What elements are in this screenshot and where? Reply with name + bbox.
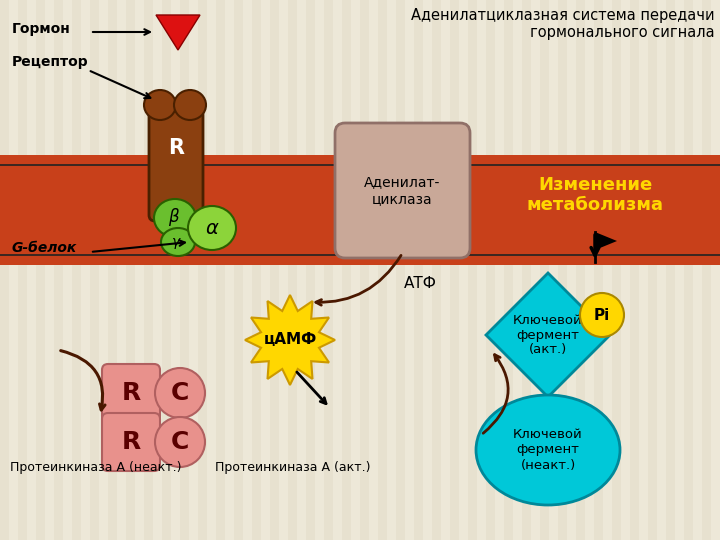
Text: β: β (168, 208, 179, 226)
Bar (0, 155, 720, 265)
Bar (630, 0, 639, 540)
Polygon shape (156, 15, 200, 50)
Bar (450, 0, 459, 540)
Bar (342, 0, 351, 540)
FancyBboxPatch shape (335, 123, 470, 258)
FancyBboxPatch shape (149, 109, 203, 221)
Ellipse shape (174, 90, 206, 120)
Bar (108, 0, 117, 540)
Bar (540, 0, 549, 540)
Ellipse shape (476, 395, 620, 505)
FancyBboxPatch shape (102, 364, 160, 422)
Circle shape (580, 293, 624, 337)
Bar (486, 0, 495, 540)
Text: Ключевой
фермент
(акт.): Ключевой фермент (акт.) (513, 314, 583, 356)
Bar (324, 0, 333, 540)
Bar (252, 0, 261, 540)
Text: АТФ: АТФ (404, 275, 436, 291)
Bar (504, 0, 513, 540)
Bar (198, 0, 207, 540)
Bar (162, 0, 171, 540)
Bar (468, 0, 477, 540)
Bar (396, 0, 405, 540)
Bar (126, 0, 135, 540)
Bar (594, 0, 603, 540)
Ellipse shape (161, 228, 195, 256)
Bar (522, 0, 531, 540)
Bar (90, 0, 99, 540)
Bar (360, 0, 369, 540)
Text: Протеинкиназа А (акт.): Протеинкиназа А (акт.) (215, 462, 371, 475)
Text: Ключевой
фермент
(неакт.): Ключевой фермент (неакт.) (513, 429, 583, 471)
Ellipse shape (144, 90, 176, 120)
Polygon shape (486, 273, 610, 397)
Bar (18, 0, 27, 540)
Bar (576, 0, 585, 540)
Text: Изменение
метаболизма: Изменение метаболизма (526, 176, 664, 214)
Bar (684, 0, 693, 540)
Text: α: α (206, 219, 218, 238)
Text: Аденилатциклазная система передачи
гормонального сигнала: Аденилатциклазная система передачи гормо… (411, 8, 715, 40)
Bar (288, 0, 297, 540)
Text: Аденилат-
циклаза: Аденилат- циклаза (364, 176, 441, 206)
Bar (612, 0, 621, 540)
Text: C: C (171, 381, 189, 405)
Bar (270, 0, 279, 540)
Bar (432, 0, 441, 540)
Bar (36, 0, 45, 540)
Text: цАМФ: цАМФ (264, 333, 317, 348)
Polygon shape (245, 295, 335, 385)
Text: G-белок: G-белок (12, 241, 77, 255)
Bar (306, 0, 315, 540)
Bar (72, 0, 81, 540)
Bar (414, 0, 423, 540)
Bar (216, 0, 225, 540)
Text: Протеинкиназа А (неакт.): Протеинкиназа А (неакт.) (10, 462, 181, 475)
FancyBboxPatch shape (102, 413, 160, 471)
Bar (648, 0, 657, 540)
Bar (702, 0, 711, 540)
Bar (144, 0, 153, 540)
Bar (0, 0, 9, 540)
Ellipse shape (154, 199, 196, 237)
Bar (666, 0, 675, 540)
Bar (234, 0, 243, 540)
Ellipse shape (155, 417, 205, 467)
Text: Pi: Pi (594, 307, 610, 322)
Text: γ: γ (172, 235, 180, 249)
Text: Рецептор: Рецептор (12, 55, 89, 69)
Text: C: C (171, 430, 189, 454)
Bar (378, 0, 387, 540)
Ellipse shape (155, 368, 205, 418)
Polygon shape (595, 232, 617, 250)
Text: R: R (122, 381, 140, 405)
Text: R: R (168, 138, 184, 158)
Text: Гормон: Гормон (12, 22, 71, 36)
Bar (180, 0, 189, 540)
Bar (558, 0, 567, 540)
Bar (54, 0, 63, 540)
Text: R: R (122, 430, 140, 454)
Ellipse shape (188, 206, 236, 250)
